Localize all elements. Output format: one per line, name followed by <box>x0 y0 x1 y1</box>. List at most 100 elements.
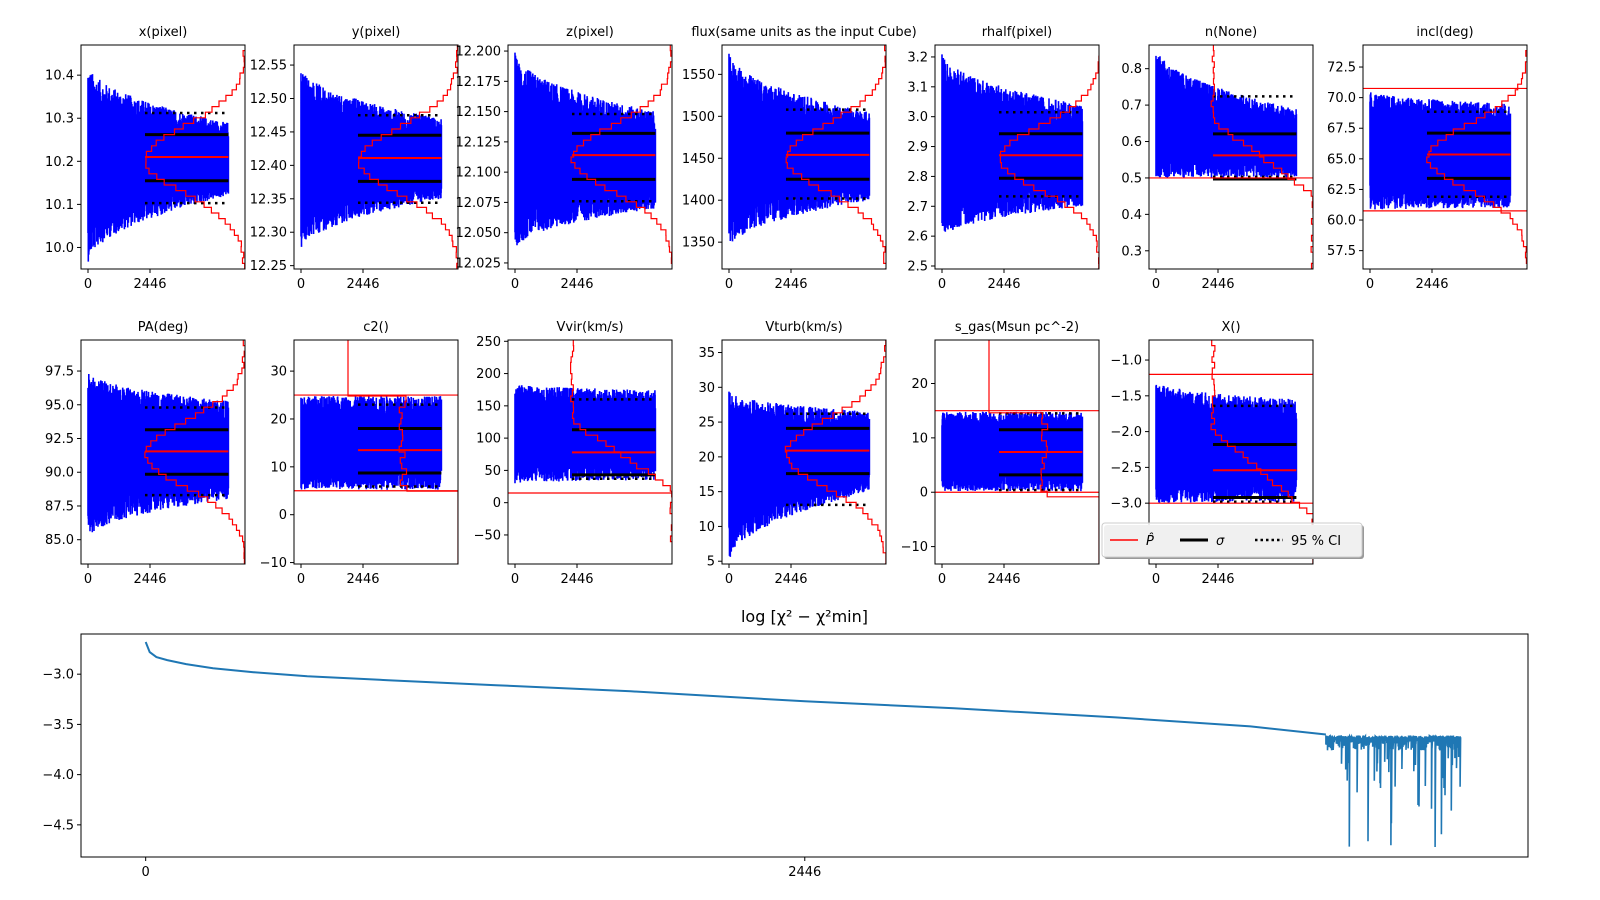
panel-3: flux(same units as the input Cube) 1350 14… <box>682 25 917 292</box>
panel-6: incl(deg) 57.5 60.0 62.5 65.0 67.5 70.0 72.5 0 24… <box>1327 25 1528 292</box>
y-tick-label: −4.0 <box>42 768 74 783</box>
y-tick-label: 0.5 <box>1121 171 1142 186</box>
y-tick-label: 10.3 <box>45 112 74 127</box>
y-tick-label: 12.075 <box>456 196 502 211</box>
legend-estimate-label: P̂ <box>1146 534 1154 549</box>
y-tick-label: 2.7 <box>907 200 928 215</box>
x-tick-label: 0 <box>142 865 150 880</box>
y-tick-label: 90.0 <box>45 466 74 481</box>
y-tick-label: 0.4 <box>1121 208 1142 223</box>
panel-plot-area <box>514 340 672 564</box>
panel-plot-area <box>87 340 245 564</box>
y-tick-label: −1.0 <box>1110 354 1142 369</box>
panel-10: Vturb(km/s) 5 10 15 20 25 30 35 0 2446 <box>698 320 887 587</box>
panel-plot-area <box>300 45 458 269</box>
y-tick-label: 1550 <box>682 68 715 83</box>
x-tick-label: 2446 <box>987 572 1020 587</box>
y-tick-label: 30 <box>270 365 287 380</box>
panel-0: x(pixel) 10.0 10.1 10.2 10.3 10.4 0 2446 <box>45 25 246 292</box>
trace-line <box>300 396 443 490</box>
axes-frame <box>507 339 673 565</box>
panel-title: y(pixel) <box>352 25 401 40</box>
x-tick-label: 2446 <box>1201 572 1234 587</box>
x-tick-label: 0 <box>511 572 519 587</box>
y-tick-label: 0.3 <box>1121 244 1142 259</box>
panel-plot-area <box>728 340 886 564</box>
legend-ci-label: 95 % CI <box>1291 534 1341 549</box>
y-tick-label: −3.0 <box>42 668 74 683</box>
axes-frame <box>1362 44 1528 270</box>
y-tick-label: 67.5 <box>1327 122 1356 137</box>
y-tick-label: 200 <box>476 367 501 382</box>
x-tick-label: 2446 <box>560 572 593 587</box>
panel-title: flux(same units as the input Cube) <box>691 25 916 40</box>
trace-line <box>87 374 230 533</box>
y-tick-label: 57.5 <box>1327 244 1356 259</box>
panel-plot-area <box>1155 340 1313 564</box>
y-tick-label: 12.50 <box>250 92 287 107</box>
panel-title: Vvir(km/s) <box>556 320 623 335</box>
y-tick-label: 12.55 <box>250 59 287 74</box>
x-tick-label: 0 <box>725 277 733 292</box>
y-tick-label: −2.0 <box>1110 425 1142 440</box>
trace-line <box>1155 55 1298 178</box>
y-tick-label: 12.050 <box>456 226 502 241</box>
posterior-histogram <box>145 50 245 269</box>
y-tick-label: 3.1 <box>907 80 928 95</box>
y-tick-label: 25 <box>698 416 715 431</box>
y-tick-label: 70.0 <box>1327 91 1356 106</box>
chi2-noisy-tail <box>1325 733 1462 848</box>
y-tick-label: 2.6 <box>907 230 928 245</box>
y-tick-label: 65.0 <box>1327 152 1356 167</box>
x-tick-label: 2446 <box>788 865 821 880</box>
trace-line <box>300 73 443 247</box>
y-tick-label: 100 <box>476 432 501 447</box>
posterior-histogram <box>1210 45 1313 269</box>
axes-frame <box>934 44 1100 270</box>
y-tick-label: 1400 <box>682 194 715 209</box>
y-tick-label: −50 <box>474 528 501 543</box>
posterior-histogram <box>358 45 458 269</box>
axes-frame <box>293 339 459 565</box>
y-tick-label: 12.125 <box>456 135 502 150</box>
y-tick-label: −10 <box>260 556 287 571</box>
y-tick-label: 10 <box>911 431 928 446</box>
panel-plot-area <box>514 45 672 264</box>
x-tick-label: 2446 <box>987 277 1020 292</box>
x-tick-label: 2446 <box>774 277 807 292</box>
panel-8: c2() −10 0 10 20 30 0 2446 <box>260 320 459 587</box>
trace-line <box>728 53 871 242</box>
y-tick-label: 30 <box>698 381 715 396</box>
y-tick-label: −10 <box>901 540 928 555</box>
axes-frame <box>1148 44 1314 270</box>
panel-plot-area <box>1369 50 1527 269</box>
y-tick-label: 20 <box>911 377 928 392</box>
y-tick-label: −2.5 <box>1110 461 1142 476</box>
y-tick-label: 12.200 <box>456 45 502 60</box>
panel-plot-area <box>87 50 245 269</box>
chi2-axes-frame <box>80 633 1529 858</box>
panel-plot-area <box>728 45 886 269</box>
x-tick-label: 0 <box>511 277 519 292</box>
x-tick-label: 2446 <box>560 277 593 292</box>
legend-sigma-label: σ <box>1216 534 1225 549</box>
axes-frame <box>721 44 887 270</box>
y-tick-label: 12.30 <box>250 226 287 241</box>
posterior-histogram <box>785 45 886 269</box>
y-tick-label: 10 <box>698 520 715 535</box>
y-tick-label: 72.5 <box>1327 61 1356 76</box>
y-tick-label: 0.6 <box>1121 135 1142 150</box>
y-tick-label: −3.5 <box>42 718 74 733</box>
x-tick-label: 0 <box>1366 277 1374 292</box>
y-tick-label: 1350 <box>682 236 715 251</box>
axes-frame <box>293 44 459 270</box>
y-tick-label: 150 <box>476 399 501 414</box>
y-tick-label: 2.9 <box>907 140 928 155</box>
y-tick-label: 92.5 <box>45 432 74 447</box>
x-tick-label: 2446 <box>133 277 166 292</box>
y-tick-label: 10.4 <box>45 69 74 84</box>
chi2-descent-line <box>144 641 1327 736</box>
posterior-histogram <box>1426 50 1527 269</box>
